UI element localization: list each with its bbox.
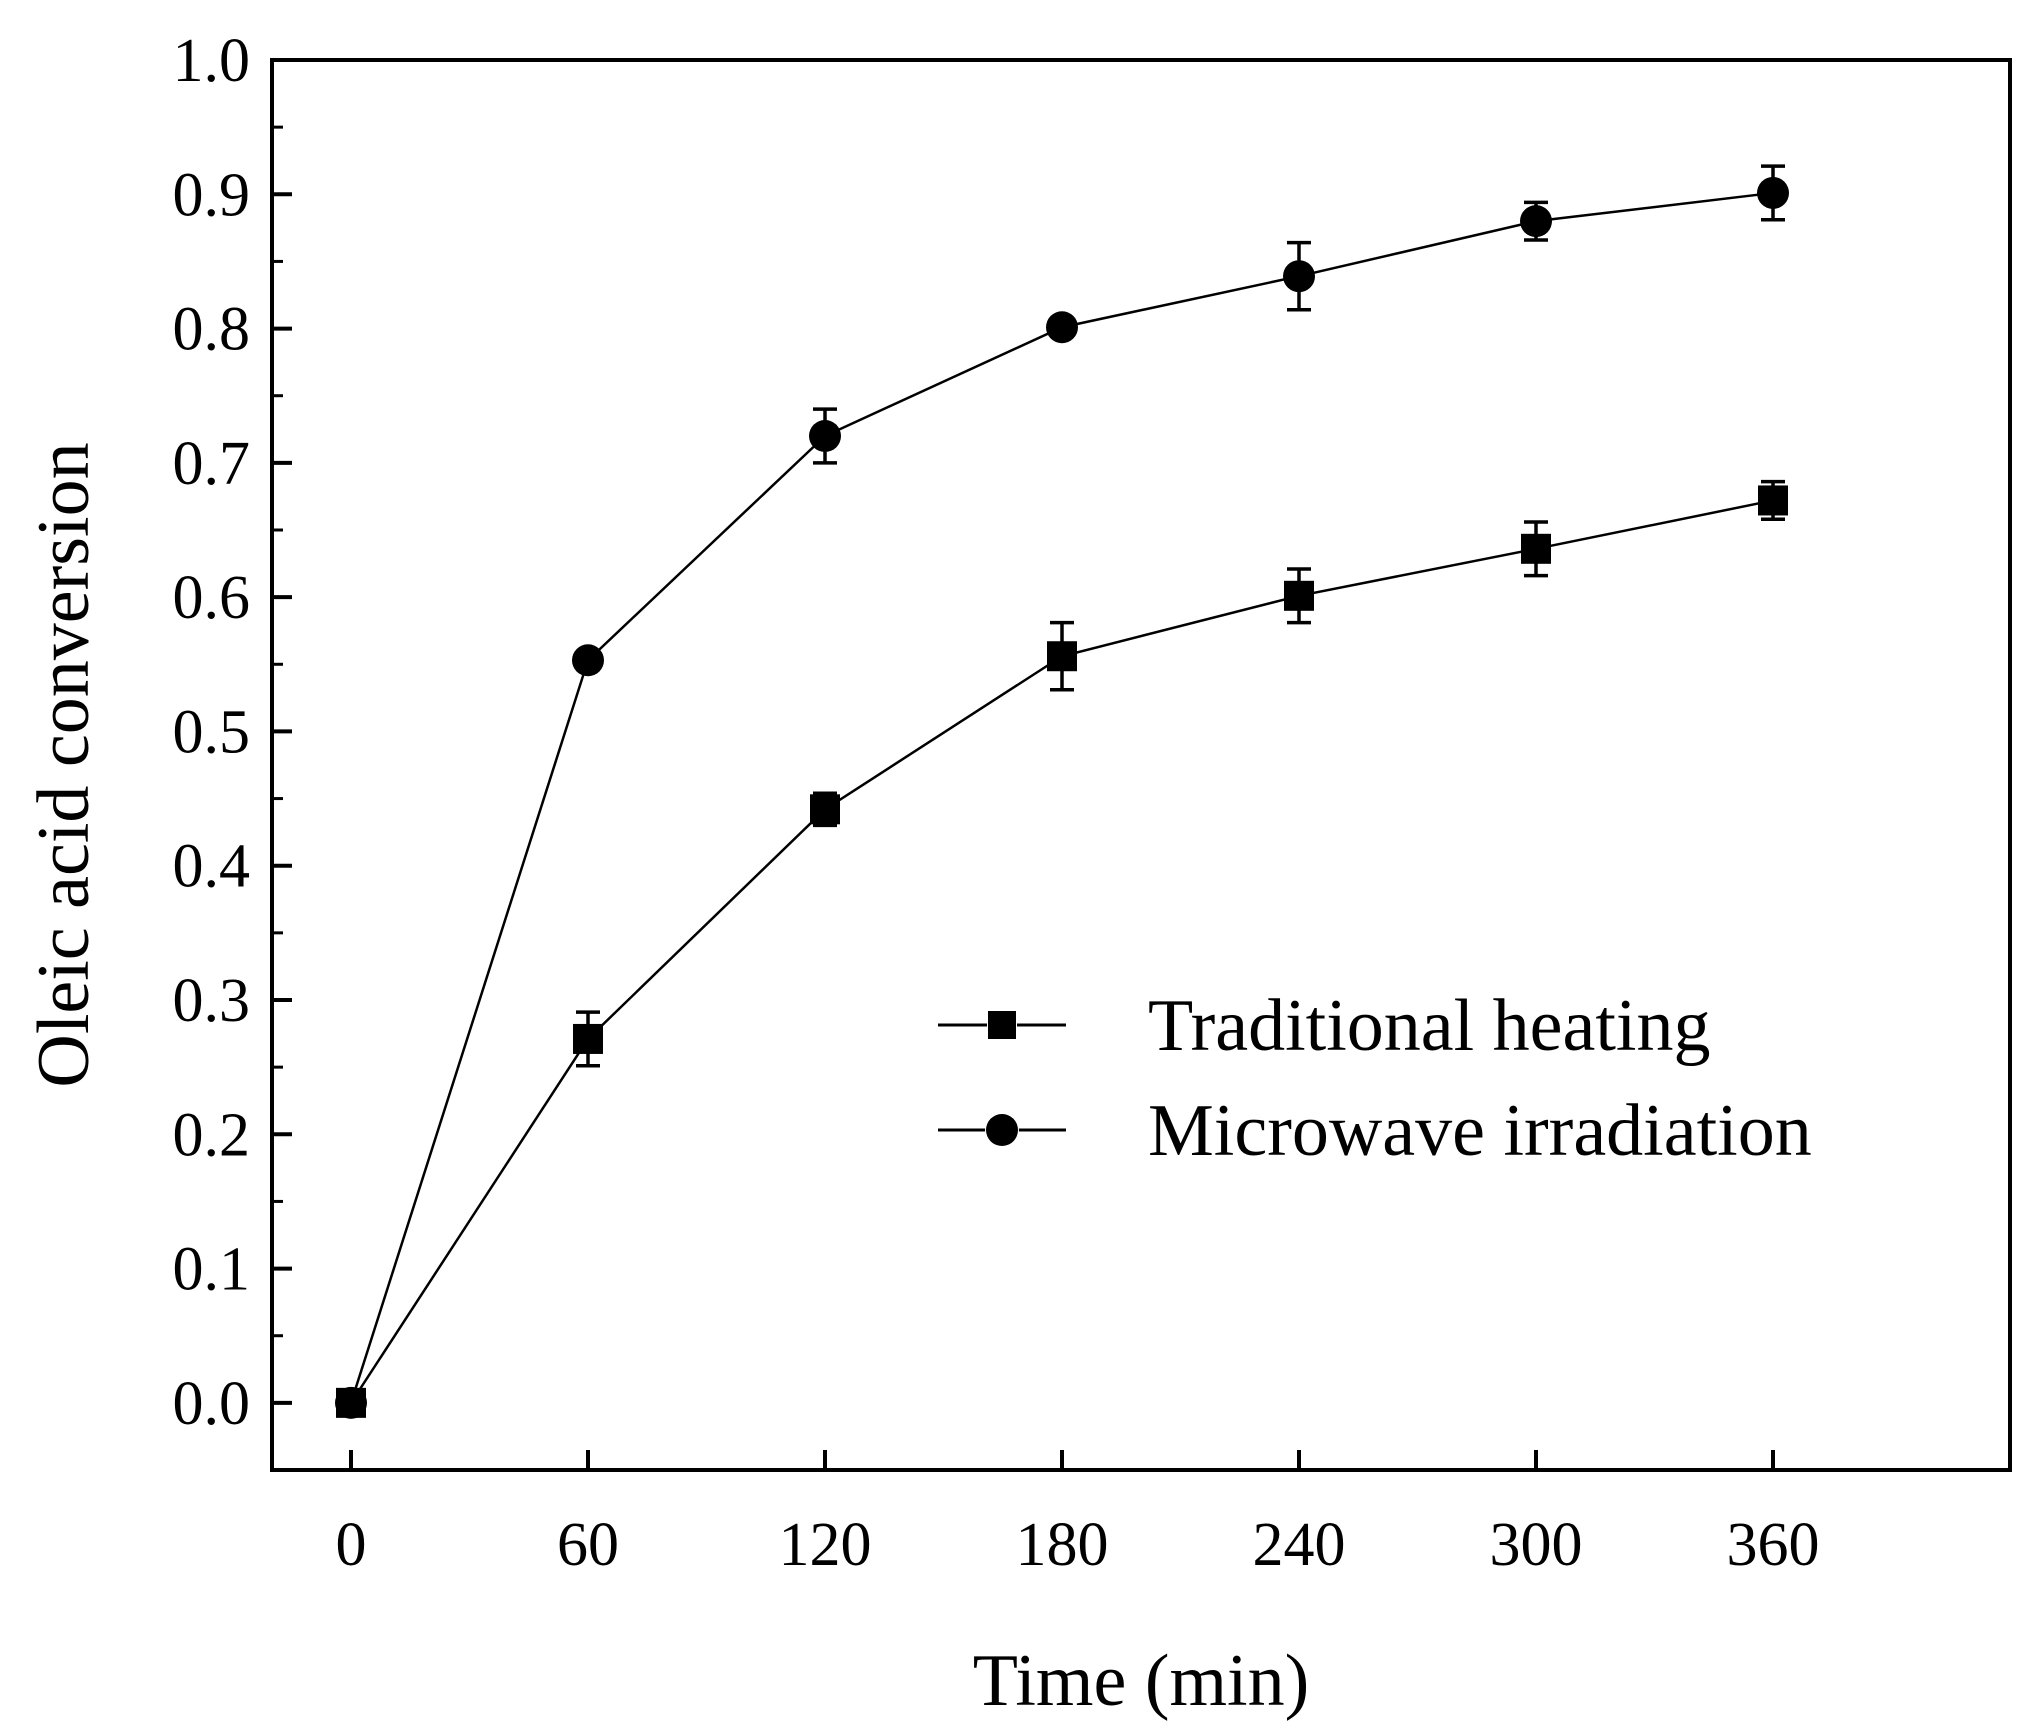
y-tick-label: 0.4 xyxy=(173,833,251,901)
series-microwave-irradiation xyxy=(335,164,1789,1419)
data-point-square xyxy=(810,794,840,825)
y-tick-label: 0.7 xyxy=(173,430,251,498)
data-point-circle xyxy=(1757,176,1789,209)
legend: Traditional heating Microwave irradiation xyxy=(938,985,1812,1172)
legend-item: Microwave irradiation xyxy=(938,1090,1812,1172)
data-point-circle xyxy=(809,420,841,452)
data-point-square xyxy=(573,1023,603,1054)
data-point-circle xyxy=(1283,260,1315,293)
x-axis-title: Time (min) xyxy=(973,1640,1309,1722)
x-tick-label: 60 xyxy=(557,1511,619,1579)
data-point-square xyxy=(1284,580,1314,611)
x-tick-label: 0 xyxy=(336,1511,367,1579)
plot-frame xyxy=(270,58,2012,1472)
y-tick-label: 0.5 xyxy=(173,698,251,766)
y-tick-label: 0.9 xyxy=(173,161,251,229)
data-point-square xyxy=(1047,641,1077,672)
legend-label: Microwave irradiation xyxy=(1148,1090,1812,1172)
data-point-square xyxy=(1758,485,1788,516)
y-axis-title: Oleic acid conversion xyxy=(23,442,105,1087)
series-layer xyxy=(335,164,1789,1419)
x-tick-label: 360 xyxy=(1727,1511,1820,1579)
y-tick-label: 0.1 xyxy=(173,1236,251,1304)
series-traditional-heating xyxy=(336,479,1788,1418)
data-point-circle xyxy=(1520,205,1552,238)
y-tick-label: 0.3 xyxy=(173,967,251,1035)
y-tick-label: 0.2 xyxy=(173,1101,251,1169)
y-tick-label: 0.8 xyxy=(173,296,251,364)
x-axis: 0 60 120 180 240 300 360 xyxy=(336,1450,1820,1579)
y-tick-label: 0.6 xyxy=(173,564,251,632)
x-tick-label: 300 xyxy=(1490,1511,1583,1579)
legend-label: Traditional heating xyxy=(1148,985,1710,1067)
x-tick-label: 180 xyxy=(1016,1511,1109,1579)
legend-marker-square xyxy=(988,1011,1016,1039)
series-line xyxy=(349,191,1774,1404)
x-tick-label: 240 xyxy=(1253,1511,1346,1579)
data-point-square xyxy=(1521,533,1551,564)
legend-item: Traditional heating xyxy=(938,985,1710,1067)
x-tick-label: 120 xyxy=(779,1511,872,1579)
y-tick-label: 0.0 xyxy=(173,1370,251,1438)
data-point-circle xyxy=(572,644,604,677)
legend-marker-circle xyxy=(986,1114,1018,1146)
y-axis: 0.0 0.1 0.2 0.3 0.4 0.5 0.6 0.7 0.8 0.9 1.0 xyxy=(173,27,292,1438)
y-tick-label: 1.0 xyxy=(173,27,251,95)
data-point-circle xyxy=(1046,311,1078,344)
data-point-circle xyxy=(335,1386,367,1419)
